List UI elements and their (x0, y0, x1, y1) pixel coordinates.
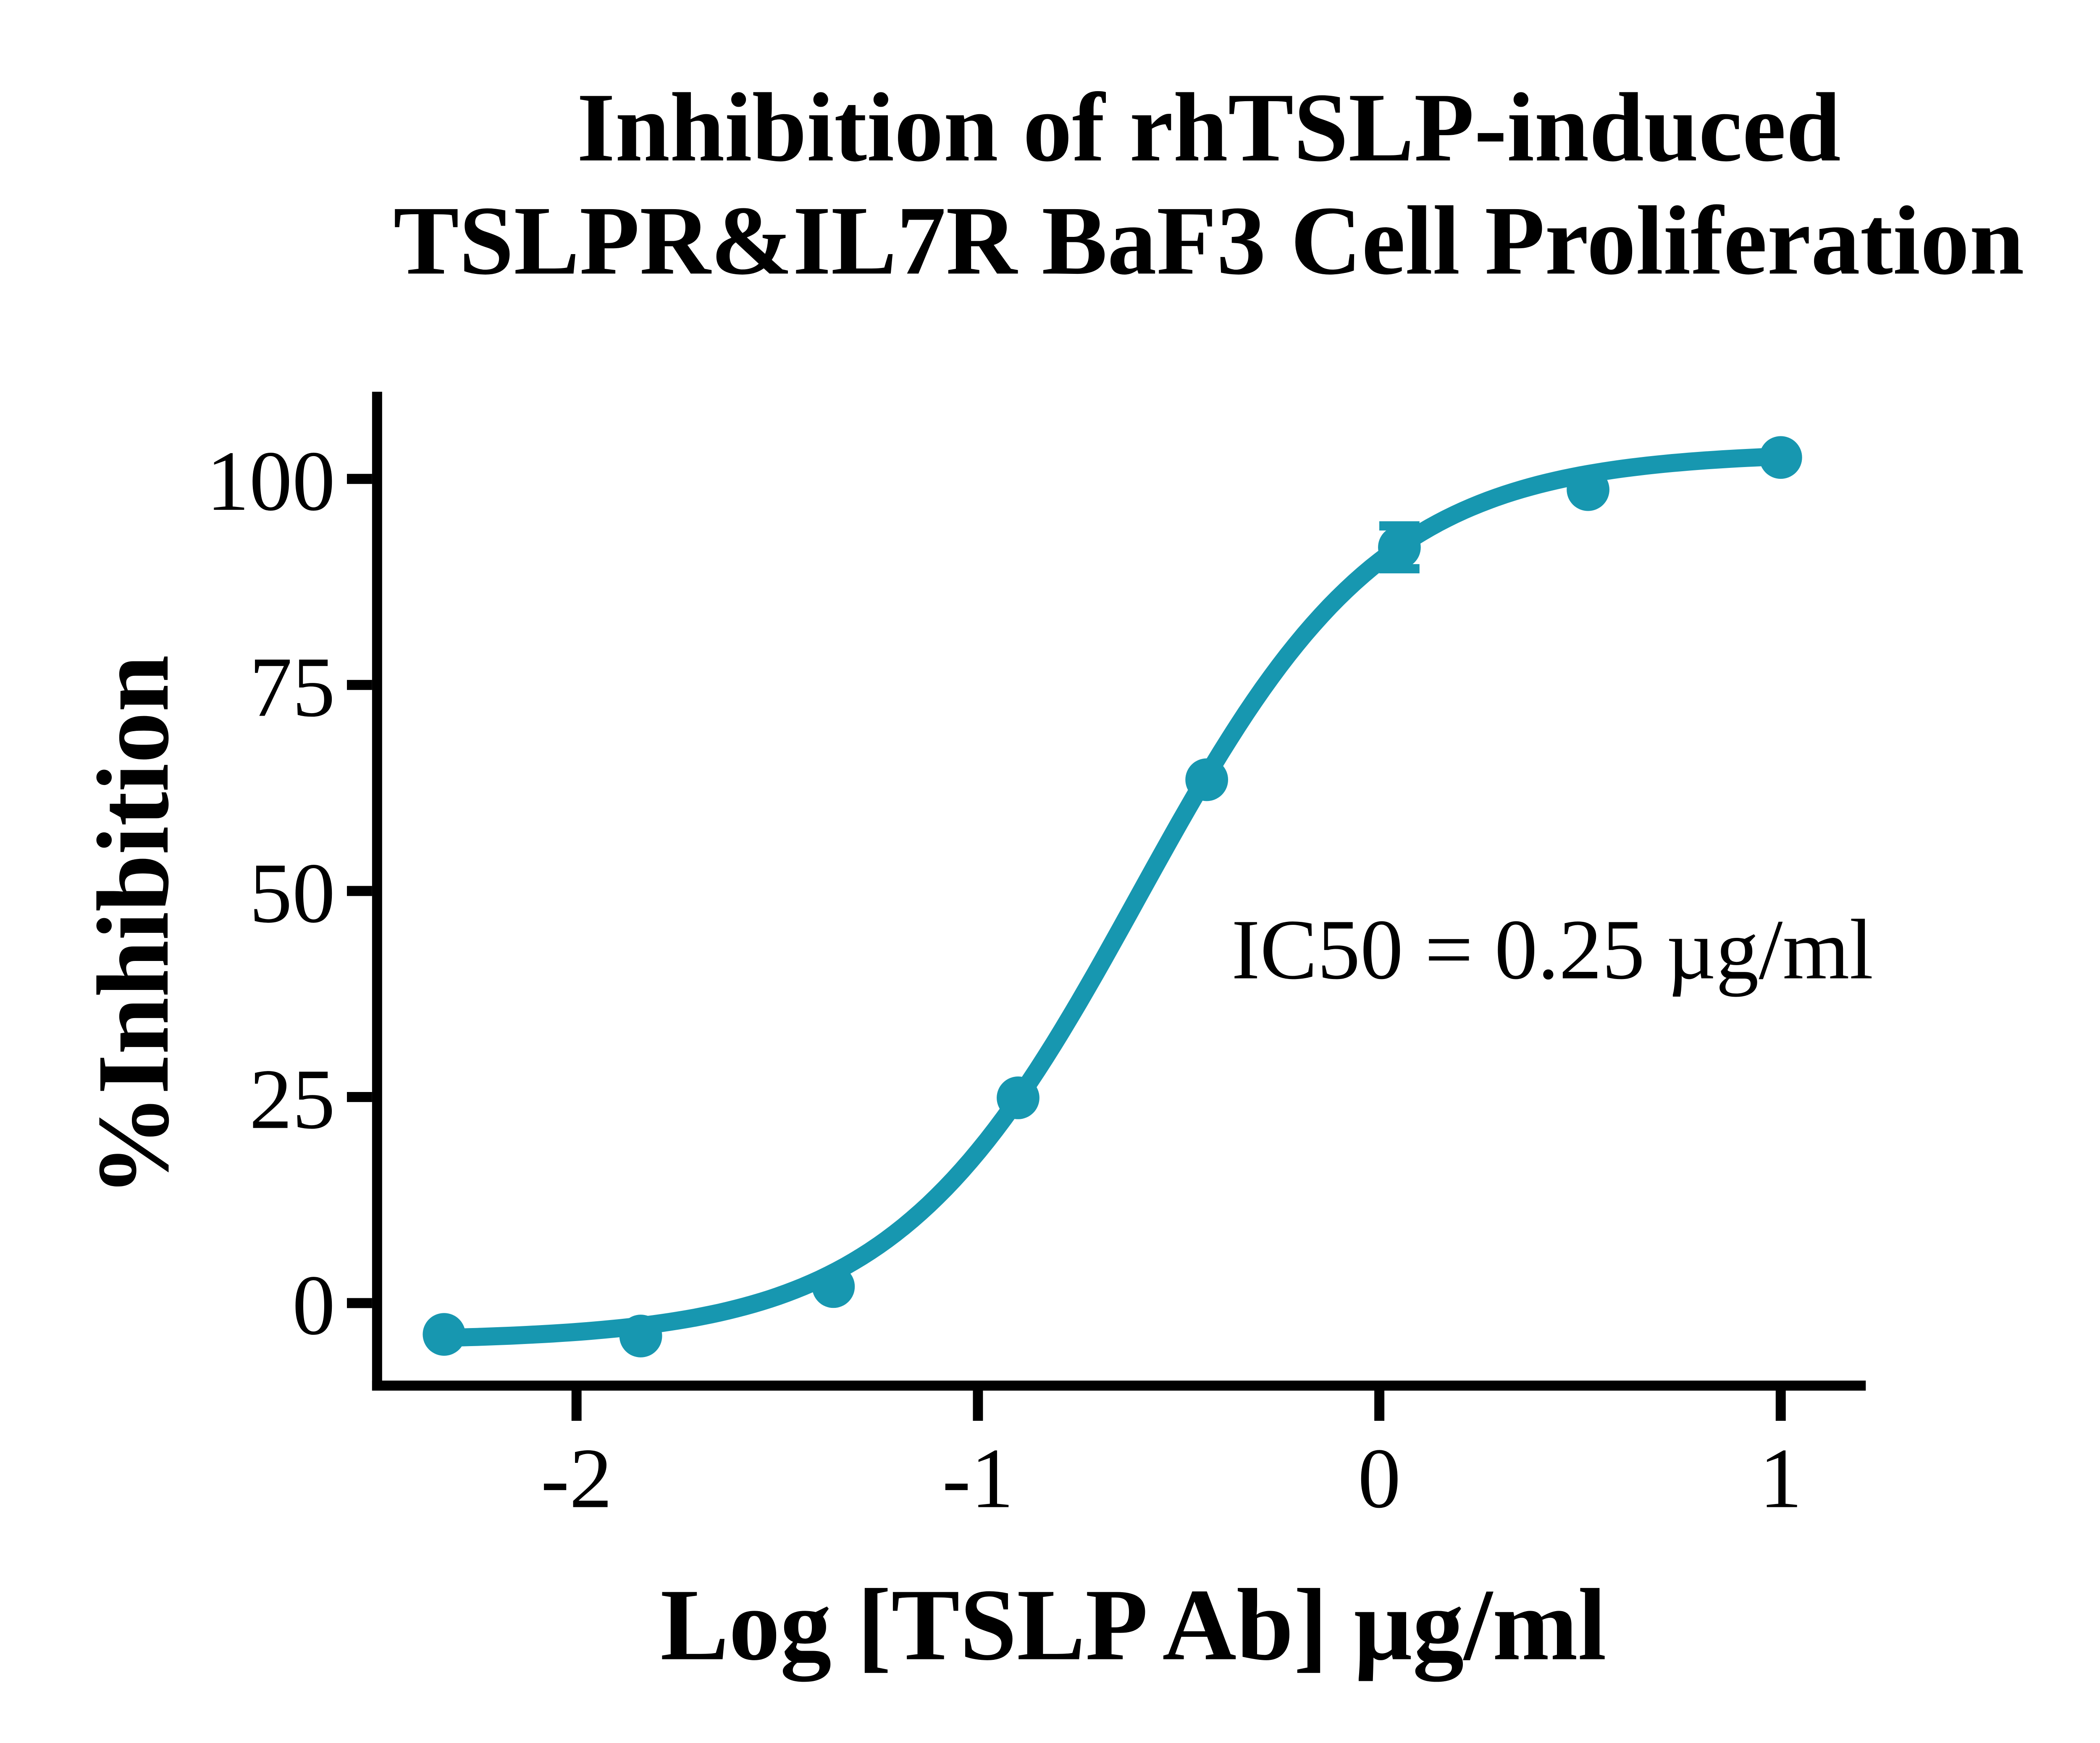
chart-title-line-2: TSLPR&IL7R BaF3 Cell Proliferation (394, 186, 2024, 295)
data-point-marker (812, 1265, 855, 1308)
chart-title-line-1: Inhibition of rhTSLP-induced (577, 73, 1840, 182)
x-tick-label: 0 (1358, 1431, 1401, 1526)
data-point-marker (1185, 758, 1228, 801)
ic50-annotation: IC50 = 0.25 µg/ml (1231, 902, 1873, 997)
data-point-marker (423, 1313, 466, 1356)
data-point-marker (619, 1315, 662, 1357)
x-tick-label: -1 (942, 1431, 1013, 1526)
data-point-marker (1378, 526, 1421, 569)
y-tick-label: 75 (249, 640, 336, 735)
x-tick-label: 1 (1759, 1431, 1802, 1526)
x-tick-label: -2 (541, 1431, 612, 1526)
fit-curve-line (435, 447, 1790, 1347)
data-point-marker (1759, 436, 1802, 479)
y-tick-label: 50 (249, 846, 336, 941)
y-tick-label: 25 (249, 1052, 336, 1147)
plot-area: 0 25 50 75 100 -2 -1 0 1 (206, 391, 1866, 1526)
x-axis-label: Log [TSLP Ab] µg/ml (660, 1567, 1606, 1682)
data-point-marker (1567, 468, 1609, 511)
y-tick-label: 100 (206, 434, 335, 529)
y-axis-label: %Inhibition (76, 655, 190, 1197)
y-tick-label: 0 (292, 1258, 335, 1353)
data-point-marker (997, 1076, 1040, 1119)
